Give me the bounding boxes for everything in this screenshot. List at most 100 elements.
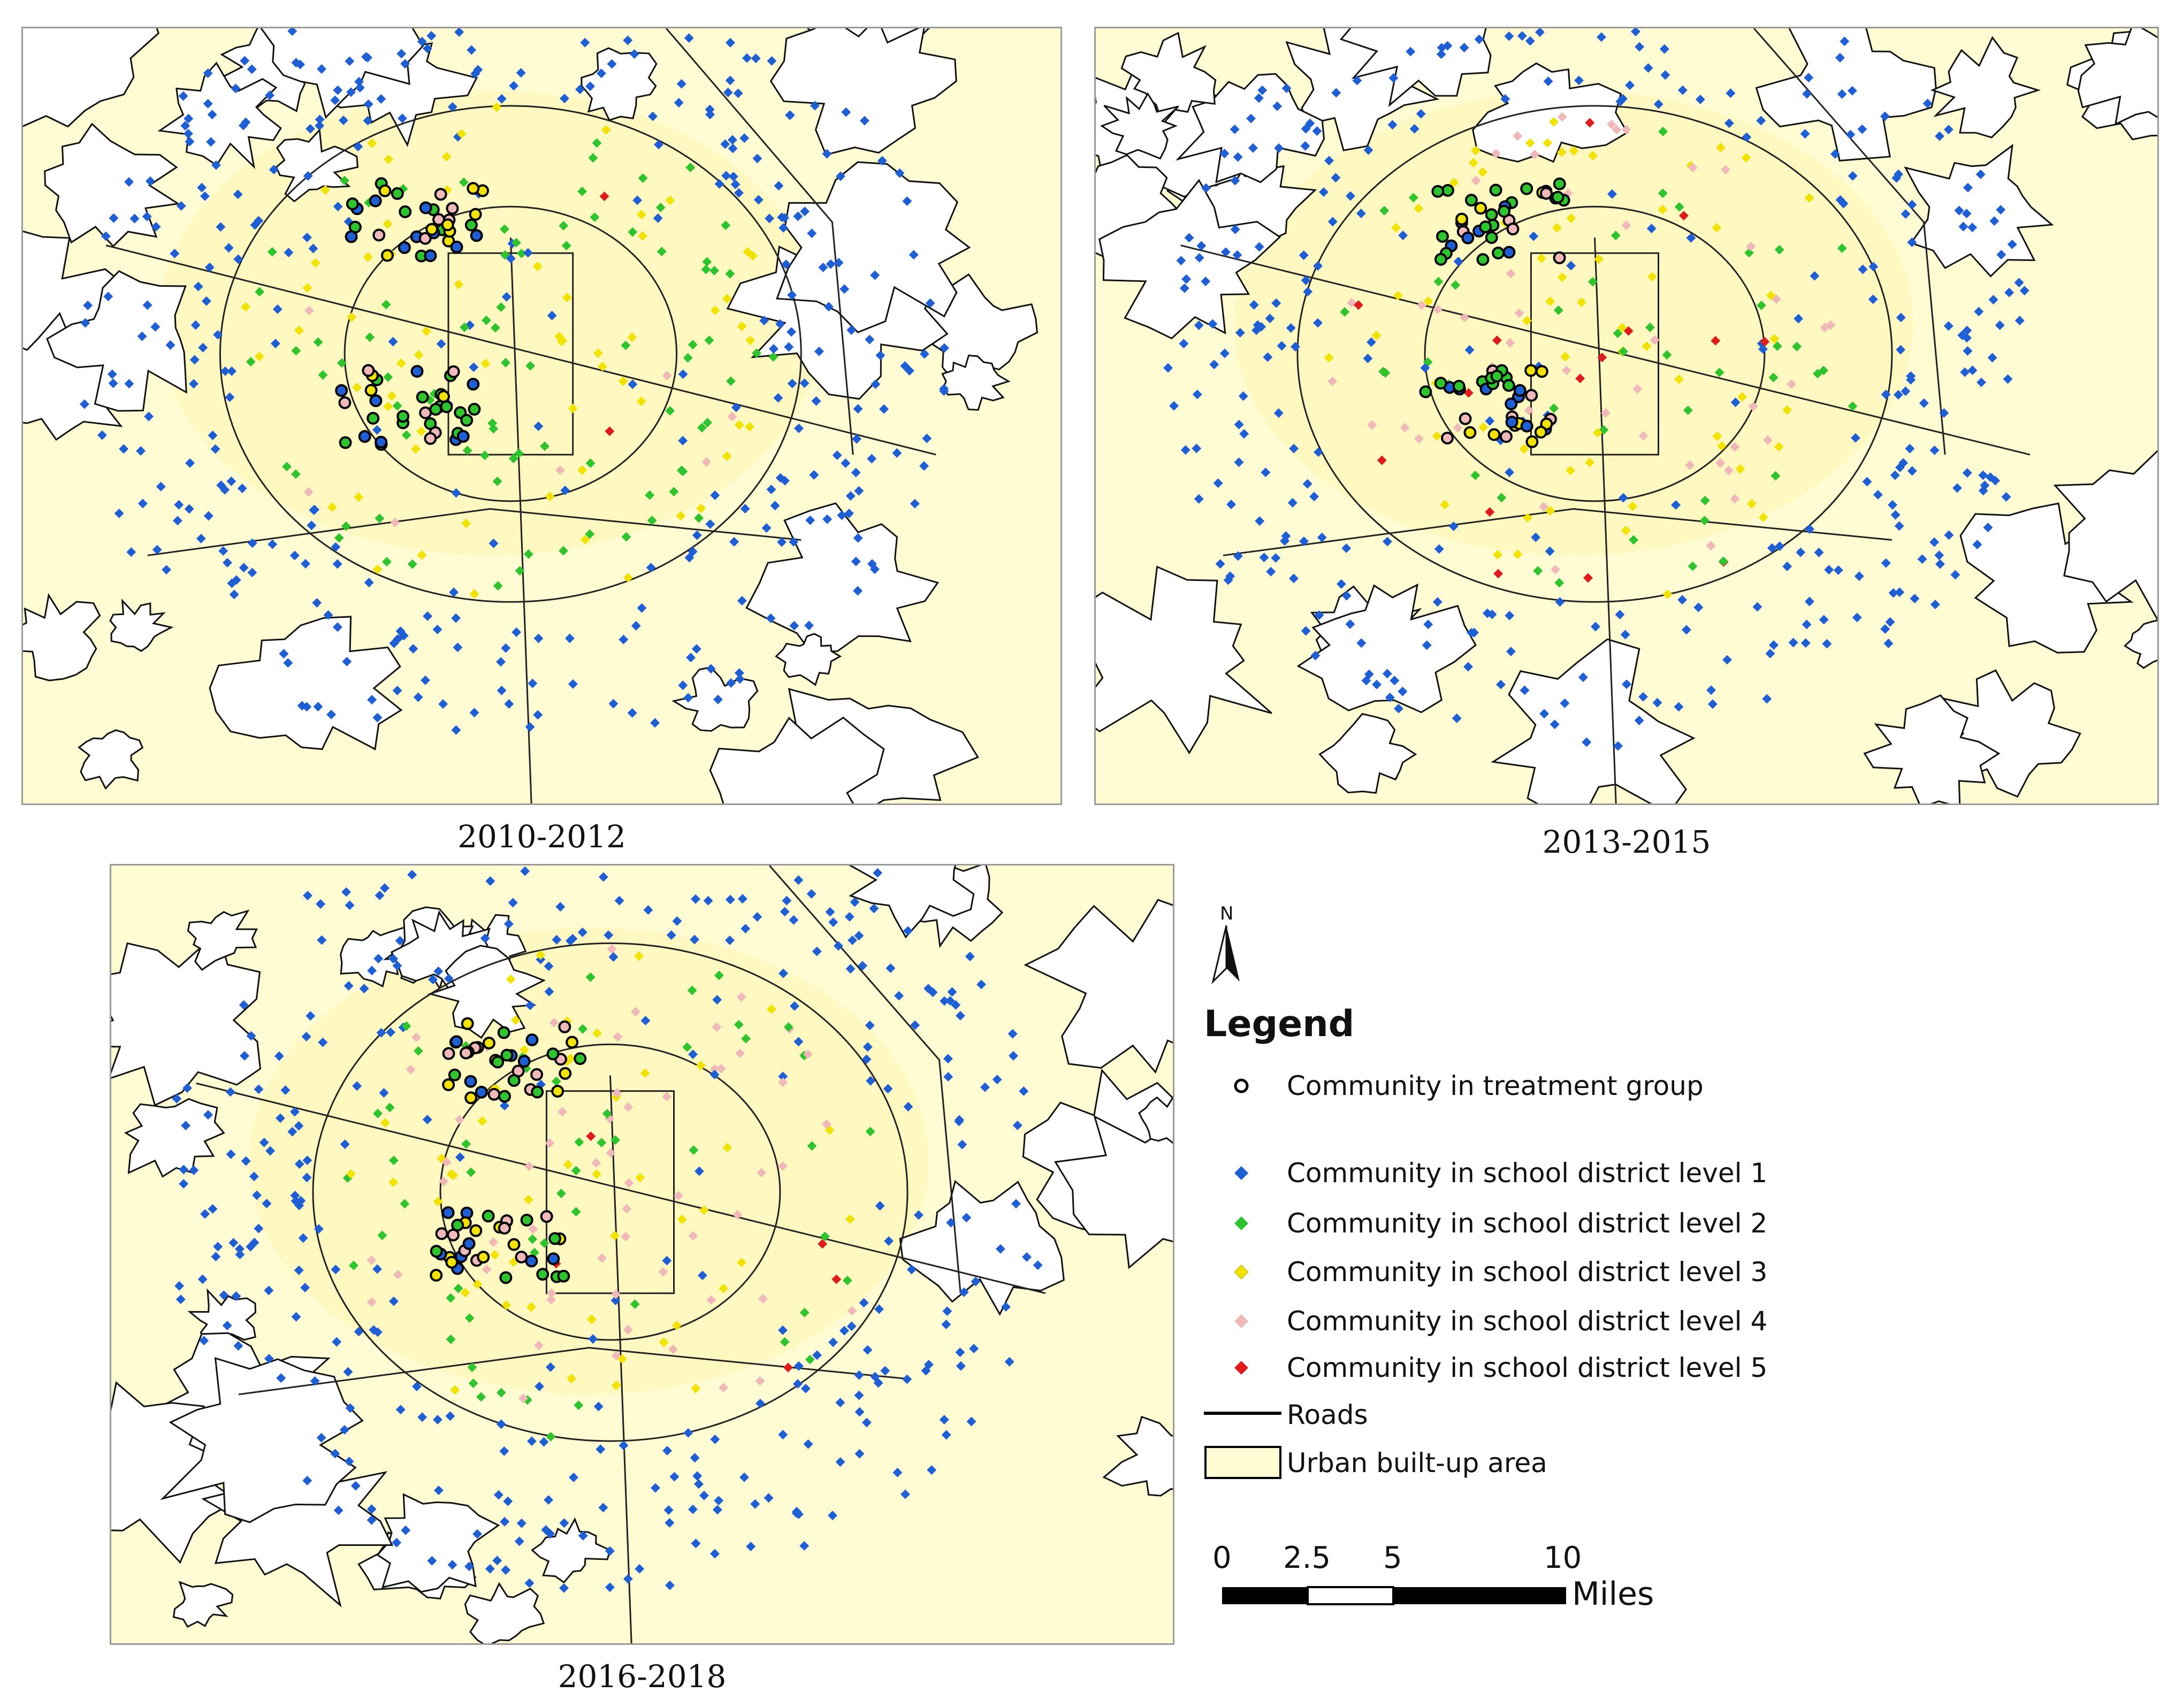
scale-bar [1222, 1586, 1566, 1605]
treatment-community [410, 365, 424, 378]
community-point [1792, 341, 1802, 351]
non-built-area [1102, 1415, 1173, 1497]
community-point [678, 369, 688, 379]
community-point [945, 995, 955, 1006]
community-point [423, 611, 433, 621]
ring-road-middle [1424, 205, 1766, 502]
community-point [1800, 638, 1811, 648]
community-point [413, 692, 423, 702]
treatment-community [1492, 247, 1505, 259]
community-point [454, 28, 464, 37]
treatment-community [1525, 435, 1539, 448]
treatment-community [437, 390, 450, 403]
community-point [1720, 165, 1730, 175]
community-point [383, 401, 393, 411]
treatment-community [470, 229, 483, 242]
community-point [1008, 1029, 1018, 1039]
treatment-community [525, 1254, 538, 1268]
community-point [1685, 460, 1695, 470]
community-point [774, 181, 784, 191]
community-point [274, 1051, 284, 1061]
community-point [705, 110, 715, 120]
legend-item-level-4: Community in school district level 4 [1204, 1303, 2060, 1340]
community-point [315, 114, 325, 125]
non-built-area [2053, 450, 2157, 621]
legend-label-level-2: Community in school district level 2 [1287, 1208, 1768, 1239]
community-point [726, 376, 736, 386]
community-point [1471, 145, 1480, 156]
community-point [1852, 612, 1862, 623]
community-point [1962, 325, 1972, 335]
community-point [608, 699, 619, 709]
community-point [694, 1479, 704, 1489]
community-point [770, 501, 780, 511]
north-arrow-icon [1211, 925, 1240, 984]
community-point [1848, 401, 1858, 411]
community-point [627, 708, 637, 718]
community-point [332, 622, 342, 632]
community-point [861, 1054, 872, 1064]
community-point [777, 212, 787, 223]
road-line-icon [1204, 1412, 1281, 1415]
community-point [280, 1085, 291, 1095]
community-point [731, 402, 741, 412]
community-point [138, 499, 148, 509]
non-built-area [109, 598, 174, 652]
community-point [728, 143, 738, 154]
community-point [729, 537, 739, 547]
community-point [1607, 189, 1617, 199]
community-point [1327, 376, 1338, 386]
community-point [1819, 365, 1829, 376]
community-point [1251, 325, 1262, 335]
non-built-area [1472, 62, 1629, 163]
legend-title: Legend [1204, 1003, 1355, 1045]
community-point [568, 403, 578, 413]
treatment-community [1520, 419, 1533, 433]
community-point [264, 1285, 274, 1296]
treatment-community [467, 378, 480, 391]
community-point [227, 366, 237, 376]
treatment-community [1431, 185, 1445, 198]
treatment-community [1505, 397, 1518, 410]
community-point [1996, 250, 2006, 260]
community-point [83, 300, 93, 310]
community-point [392, 401, 402, 411]
community-point [337, 358, 347, 368]
scale-tick-5: 5 [1383, 1541, 1402, 1575]
community-point [490, 323, 500, 333]
community-point [468, 1378, 478, 1388]
treatment-community [547, 1252, 560, 1266]
community-point [783, 1362, 793, 1373]
community-point [961, 1213, 972, 1223]
community-point [598, 1503, 608, 1513]
community-point [400, 1199, 410, 1209]
community-point [630, 1299, 640, 1309]
community-point [1353, 300, 1363, 310]
community-point [367, 1255, 377, 1265]
community-point [954, 1115, 964, 1125]
community-point [1782, 405, 1792, 415]
community-point [851, 468, 861, 478]
treatment-community [1485, 208, 1498, 221]
community-point [1683, 405, 1693, 415]
map-panel-2010-2012 [21, 27, 1062, 805]
community-point [211, 1252, 221, 1262]
non-built-area [464, 1582, 545, 1643]
community-point [1671, 500, 1681, 510]
community-point [225, 392, 235, 402]
community-point [1896, 312, 1906, 323]
treatment-community [467, 182, 480, 195]
community-point [607, 59, 617, 69]
community-point [462, 446, 472, 456]
non-built-area [1098, 179, 1281, 340]
ring-road-outer [312, 942, 909, 1442]
community-point [1001, 1302, 1011, 1312]
community-point [859, 1298, 869, 1308]
non-built-area [1100, 92, 1179, 160]
community-point [399, 631, 409, 641]
community-point [136, 446, 146, 456]
treatment-community [482, 1036, 495, 1050]
treatment-points [1419, 177, 1570, 448]
community-point [837, 510, 847, 520]
community-point [388, 1296, 399, 1306]
